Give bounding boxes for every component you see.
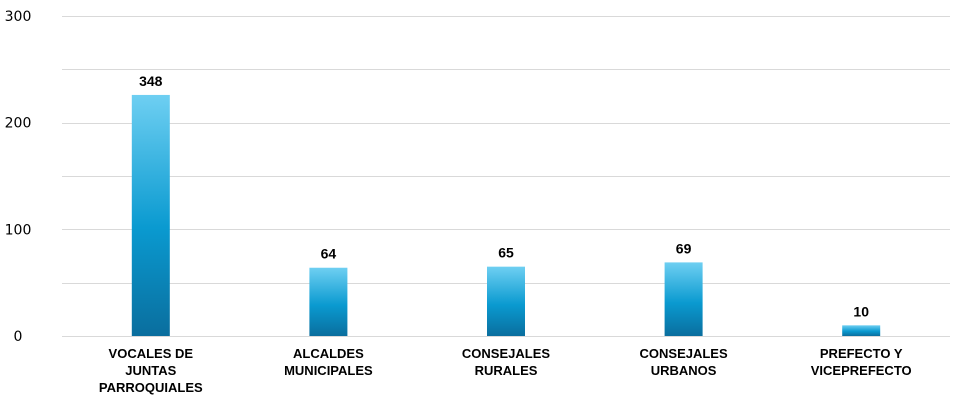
bar: [487, 266, 525, 336]
data-label: 65: [498, 245, 514, 261]
y-axis-tick-labels: 0 100 200 300: [5, 9, 32, 345]
category-label: VOCALES DE JUNTAS PARROQUIALES: [99, 346, 203, 395]
data-label: 348: [139, 73, 163, 89]
category-label: CONSEJALES URBANOS: [640, 346, 728, 378]
data-labels: 348 64 65 69 10: [139, 73, 869, 319]
category-label: ALCALDES MUNICIPALES: [284, 346, 373, 378]
data-label: 69: [676, 240, 692, 256]
category-label: PREFECTO Y VICEPREFECTO: [811, 346, 912, 378]
y-tick-label: 100: [5, 222, 32, 238]
category-labels: VOCALES DE JUNTAS PARROQUIALES ALCALDES MUNI…: [99, 346, 912, 395]
y-tick-label: 0: [14, 329, 23, 345]
y-tick-label: 300: [5, 9, 32, 25]
bar: [664, 262, 703, 336]
bars: [131, 94, 881, 336]
data-label: 64: [321, 246, 337, 262]
bar: [131, 94, 170, 336]
category-label: CONSEJALES RURALES: [462, 346, 550, 378]
bar: [309, 267, 348, 336]
bar: [842, 325, 881, 336]
y-tick-label: 200: [5, 116, 32, 132]
data-label: 10: [853, 303, 869, 319]
